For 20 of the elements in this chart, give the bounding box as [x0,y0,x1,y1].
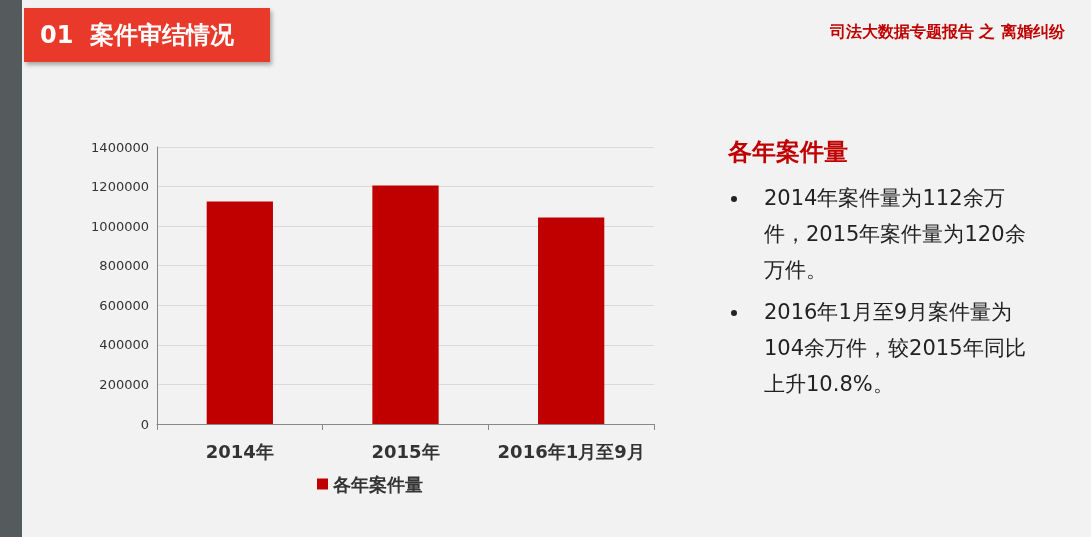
x-tick-label: 2016年1月至9月 [497,440,645,462]
text: 各年案件量 [728,137,849,168]
legend-label: 各年案件量 [332,473,423,495]
text: 2016年1月至9月案件量为104余万件，较2015年同比上升10.8%。 [764,299,1026,398]
y-tick-label: 0 [140,416,149,432]
y-tick-label: 800000 [99,258,149,274]
chart-title: 01 案件审结情况 [24,8,270,62]
text: 2014年案件量为112余万件，2015年案件量为120余万件。 [764,185,1026,284]
y-tick-label: 1200000 [91,179,149,195]
y-tick-label: 1400000 [91,139,149,155]
bar [538,217,605,424]
y-tick-label: 200000 [99,376,149,392]
y-tick-label: 1000000 [91,218,149,234]
x-tick-label: 2015年 [371,440,440,462]
text: 司法大数据专题报告 之 离婚纠纷 [829,22,1065,43]
bar [206,201,273,424]
bar [372,185,439,424]
y-tick-label: 600000 [99,297,149,313]
x-tick-label: 2014年 [205,440,274,462]
y-tick-label: 400000 [99,337,149,353]
